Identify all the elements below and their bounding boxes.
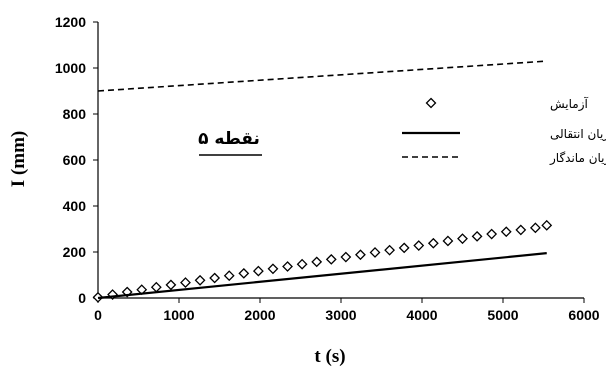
- data-point: [515, 224, 527, 236]
- data-point: [311, 256, 323, 268]
- data-point: [282, 261, 293, 272]
- data-point: [223, 270, 235, 282]
- data-point: [457, 233, 468, 245]
- data-point: [267, 263, 279, 275]
- y-tick-label: 1000: [55, 60, 86, 76]
- data-point: [486, 228, 498, 240]
- data-point: [252, 265, 264, 277]
- x-tick-label: 2000: [244, 307, 275, 323]
- y-axis-label: I (mm): [8, 131, 29, 187]
- series-1: [92, 219, 553, 303]
- data-point: [442, 235, 454, 247]
- series-2: [97, 252, 547, 300]
- data-point: [541, 219, 553, 231]
- legend-label: جریان انتقالی: [550, 127, 606, 142]
- x-tick-label: 0: [94, 307, 102, 323]
- data-point: [471, 230, 483, 242]
- x-tick-label: 1000: [163, 307, 194, 323]
- axes: [93, 21, 585, 303]
- y-tick-label: 0: [78, 290, 86, 306]
- x-tick-label: 6000: [568, 307, 599, 323]
- data-point: [209, 272, 221, 284]
- annotation: نقطه ۵: [198, 129, 262, 156]
- data-point: [340, 251, 352, 263]
- data-point: [150, 281, 162, 293]
- tick-labels: 0 200 400 600 800 1000 1200 0 1000 2000 3000 4000 50…: [55, 14, 600, 323]
- x-tick-label: 4000: [406, 307, 437, 323]
- data-point: [529, 222, 541, 234]
- y-tick-label: 600: [63, 152, 87, 168]
- legend: آزمایش جریان انتقالی جریان ماندگار: [402, 96, 606, 166]
- series-3: [97, 60, 547, 92]
- data-point: [296, 258, 308, 270]
- data-point: [500, 226, 512, 238]
- series-line: [97, 60, 547, 92]
- data-point: [427, 237, 439, 249]
- x-tick-label: 5000: [487, 307, 518, 323]
- data-point: [325, 253, 337, 265]
- y-tick-label: 400: [63, 198, 87, 214]
- data-point: [398, 242, 410, 254]
- x-axis-label: t (s): [314, 346, 345, 367]
- data-point: [384, 244, 396, 256]
- data-point: [180, 277, 191, 289]
- series-line: [97, 252, 547, 300]
- data-point: [238, 267, 250, 279]
- legend-label: آزمایش: [550, 96, 589, 112]
- data-point: [194, 274, 206, 286]
- legend-label: جریان ماندگار: [549, 151, 606, 166]
- x-tick-label: 3000: [325, 307, 356, 323]
- series-layer: [92, 60, 553, 303]
- y-tick-label: 800: [63, 106, 87, 122]
- data-point: [413, 240, 425, 251]
- data-point: [355, 249, 366, 261]
- y-tick-label: 200: [63, 244, 87, 260]
- y-tick-label: 1200: [55, 14, 86, 30]
- data-point: [369, 247, 381, 258]
- legend-marker: [425, 97, 437, 109]
- annotation-text: نقطه ۵: [198, 129, 260, 149]
- data-point: [165, 279, 177, 291]
